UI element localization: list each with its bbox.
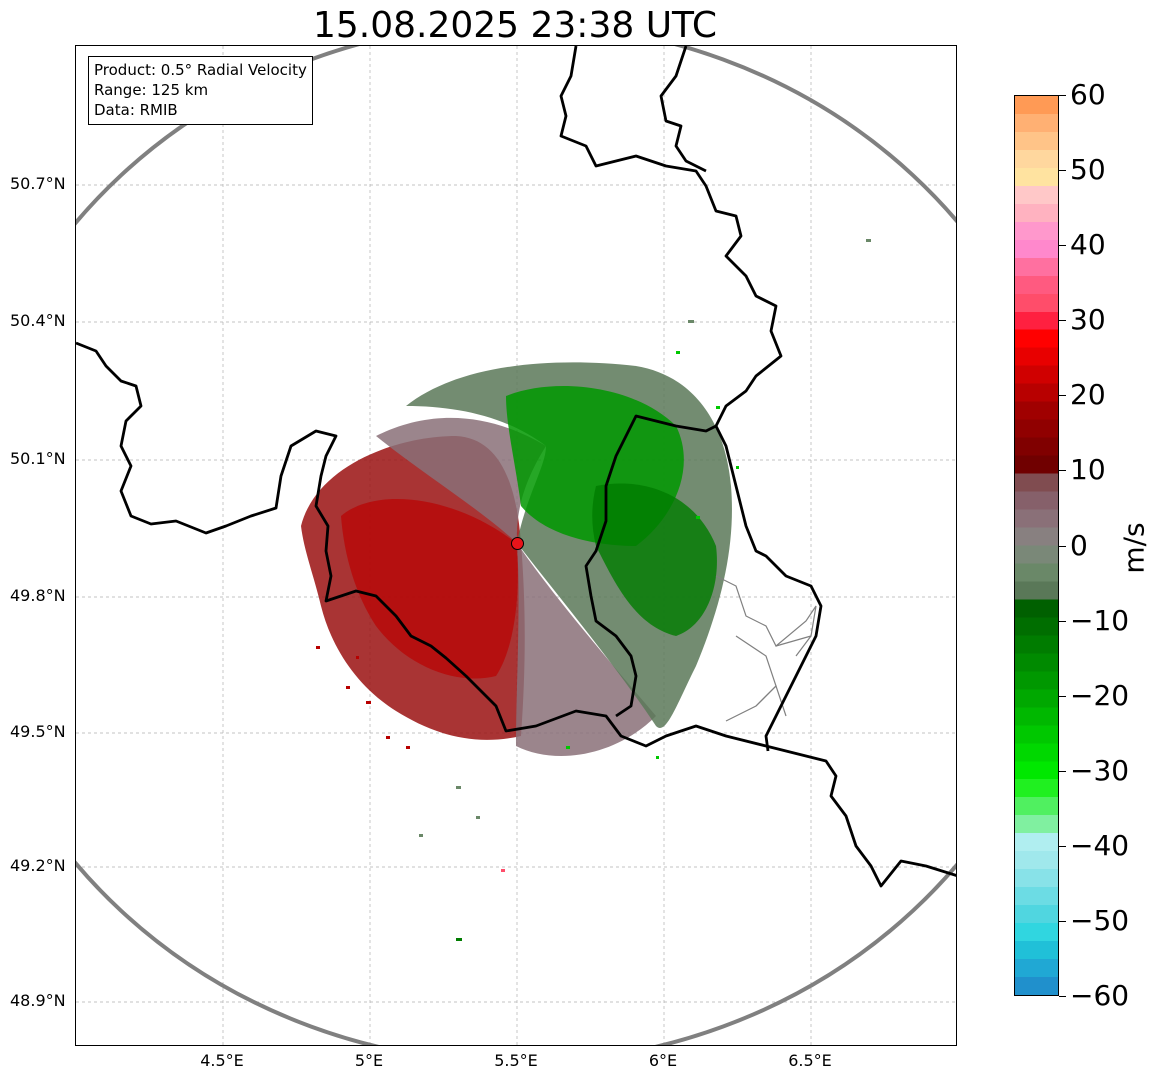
colorbar	[1014, 95, 1059, 996]
lat-tick: 50.4°N	[10, 311, 66, 330]
colorbar-tick-label: 50	[1070, 153, 1106, 187]
lat-tick: 49.8°N	[10, 586, 66, 605]
colorbar-label: m/s	[1117, 522, 1151, 574]
lon-tick: 6°E	[648, 1051, 678, 1070]
colorbar-tick-mark	[1059, 245, 1066, 247]
map-canvas	[76, 46, 956, 1045]
lon-tick: 5°E	[354, 1051, 384, 1070]
info-data: Data: RMIB	[94, 101, 178, 119]
colorbar-tick-mark	[1059, 545, 1066, 547]
lat-tick: 50.1°N	[10, 449, 66, 468]
colorbar-tick-label: −10	[1070, 603, 1130, 637]
info-product: Product: 0.5° Radial Velocity	[94, 61, 307, 79]
colorbar-tick-mark	[1059, 920, 1066, 922]
colorbar-tick-mark	[1059, 695, 1066, 697]
colorbar-tick-label: −50	[1070, 903, 1130, 937]
lat-tick: 50.7°N	[10, 174, 66, 193]
lat-tick: 49.5°N	[10, 722, 66, 741]
colorbar-tick-label: 20	[1070, 378, 1106, 412]
lon-tick: 6.5°E	[788, 1051, 832, 1070]
colorbar-tick-label: 0	[1070, 528, 1088, 562]
colorbar-tick-mark	[1059, 320, 1066, 322]
colorbar-tick-mark	[1059, 620, 1066, 622]
colorbar-tick-mark	[1059, 95, 1066, 96]
info-box: Product: 0.5° Radial Velocity Range: 125…	[88, 56, 313, 125]
colorbar-tick-label: 60	[1070, 78, 1106, 111]
colorbar-tick-mark	[1059, 170, 1066, 172]
colorbar-tick-mark	[1059, 470, 1066, 472]
colorbar-tick-label: −30	[1070, 753, 1130, 787]
lat-tick: 48.9°N	[10, 991, 66, 1010]
country-borders	[76, 46, 956, 888]
colorbar-tick-label: 30	[1070, 303, 1106, 337]
lon-tick: 4.5°E	[200, 1051, 244, 1070]
colorbar-tick-label: 40	[1070, 228, 1106, 262]
radar-echoes	[301, 239, 871, 941]
colorbar-tick-mark	[1059, 845, 1066, 847]
map-title: 15.08.2025 23:38 UTC	[312, 5, 718, 46]
info-range: Range: 125 km	[94, 81, 209, 99]
colorbar-tick-mark	[1059, 770, 1066, 772]
colorbar-tick-mark	[1059, 996, 1066, 997]
colorbar-tick-label: 10	[1070, 453, 1106, 487]
radar-site-marker	[511, 537, 524, 550]
lat-tick: 49.2°N	[10, 856, 66, 875]
region-borders	[715, 575, 817, 722]
colorbar-tick-label: −20	[1070, 678, 1130, 712]
colorbar-tick-label: −60	[1070, 979, 1130, 1012]
colorbar-tick-label: −40	[1070, 828, 1130, 862]
lon-tick: 5.5°E	[494, 1051, 538, 1070]
radar-map[interactable]	[75, 45, 957, 1046]
colorbar-tick-mark	[1059, 395, 1066, 397]
